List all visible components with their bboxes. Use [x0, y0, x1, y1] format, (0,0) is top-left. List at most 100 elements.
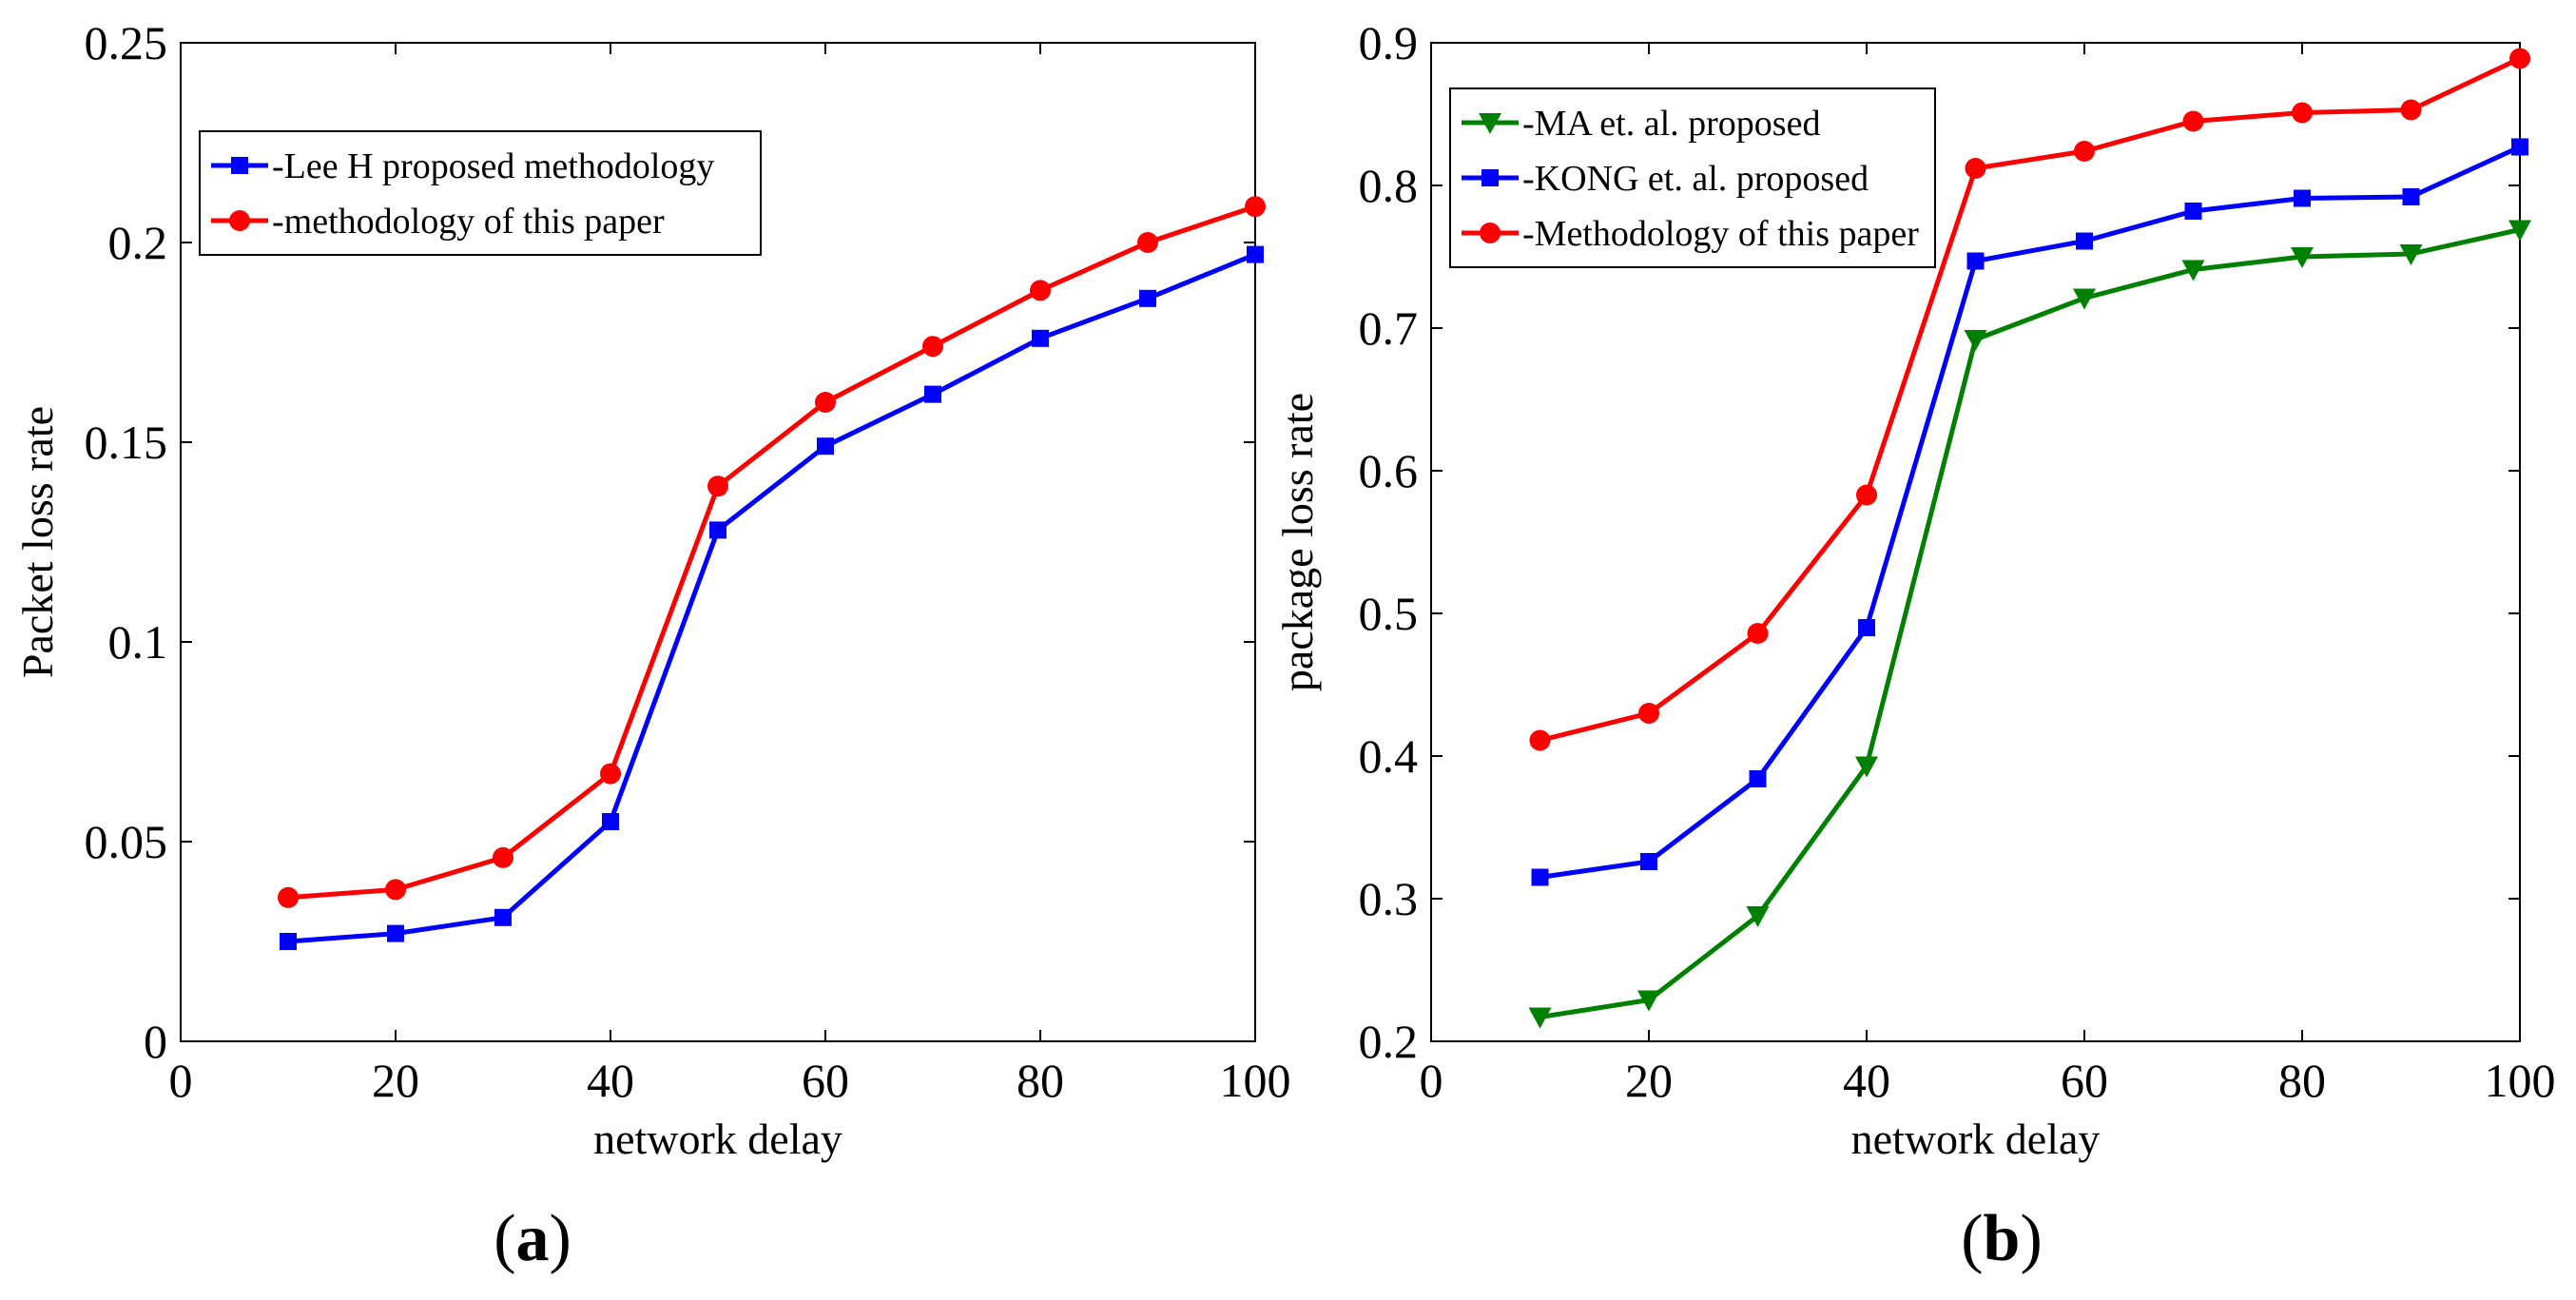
chart-b-series-3-point: [2292, 102, 2313, 124]
chart-panel-b: 0 20 40 60 80 100 0.2 0.3 0.4 0.5 0.6 0.7 0.8 0.9 netw…: [1273, 16, 2556, 1275]
chart-b-series-1-point: [2291, 247, 2314, 268]
chart-b-series-3-point: [1747, 623, 1769, 644]
chart-a-series-1: [280, 245, 1264, 950]
chart-b-series-2-point: [2402, 188, 2420, 205]
chart-b-y-tick-label: 0.9: [1359, 16, 1419, 69]
chart-b-legend-swatch-marker: [1480, 223, 1501, 243]
chart-a-legend-box: [199, 130, 762, 256]
chart-b-series-3-point: [1965, 158, 1986, 179]
chart-b-y-tick-label: 0.5: [1359, 587, 1419, 640]
chart-b-y-tick-label: 0.4: [1359, 729, 1419, 783]
chart-b-series-1-point: [1746, 906, 1770, 927]
chart-a-series-1-point: [602, 813, 619, 830]
chart-b-series-2-point: [1966, 252, 1985, 270]
chart-b-series-3-point: [2400, 99, 2422, 121]
chart-b-legend-entry: -MA et. al. proposed: [1522, 104, 1820, 144]
chart-a-y-tick-label: 0.1: [108, 615, 168, 669]
chart-a-series-1-point: [387, 924, 404, 942]
chart-b-legend-swatch-marker: [1482, 169, 1499, 186]
chart-b-series-1-point: [1528, 1007, 1552, 1029]
chart-b-series-1-point: [1855, 756, 1878, 778]
chart-b-y-axis-label: package loss rate: [1273, 393, 1322, 691]
chart-b-series-2-line: [1540, 145, 2522, 880]
chart-a-series-1-point: [280, 933, 297, 950]
chart-b-legend-swatch-marker: [1479, 113, 1501, 134]
chart-a-y-tick-label: 0.2: [108, 216, 168, 269]
chart-b-plot-frame: [1430, 42, 2521, 1042]
chart-b-series-1-point: [2073, 288, 2096, 310]
chart-a-series-2-point: [385, 879, 406, 901]
chart-a-series-2-point: [1137, 232, 1158, 253]
chart-b-series-1-point: [2399, 244, 2423, 265]
chart-b-series-2-point: [1858, 619, 1875, 636]
chart-a-x-tick-label: 100: [1220, 1054, 1291, 1107]
chart-b-series-3: [1529, 48, 2530, 751]
chart-a-y-tick-label: 0.15: [85, 416, 168, 469]
chart-b-series-3-point: [1638, 703, 1659, 724]
chart-b-series-3-point: [2182, 110, 2204, 132]
chart-b-legend-entry: -KONG et. al. proposed: [1522, 159, 1869, 199]
chart-b-series-1-point: [1964, 330, 1987, 351]
chart-b-series-1-point: [2508, 220, 2531, 242]
chart-a-y-axis-label: Packet loss rate: [13, 406, 62, 678]
chart-a-x-tick-label: 20: [372, 1054, 419, 1107]
chart-b-series-3-point: [1529, 729, 1551, 751]
chart-b-x-tick-label: 100: [2485, 1054, 2556, 1107]
chart-b-series-2-point: [2184, 203, 2202, 220]
chart-b-series-1-point: [2181, 260, 2205, 281]
chart-a-series-2-point: [1245, 196, 1266, 218]
chart-b-series-3-point: [2074, 141, 2095, 162]
chart-a-y-tick-label: 0.25: [85, 16, 168, 69]
chart-a-y-tick-label: 0: [144, 1015, 167, 1068]
chart-b-x-tick-label: 80: [2278, 1054, 2326, 1107]
chart-a-series-1-point: [1247, 245, 1264, 263]
chart-a-series-2-point: [278, 886, 299, 908]
chart-a-series-1-point: [817, 437, 834, 456]
chart-a-plot-frame: [180, 42, 1256, 1042]
chart-b-series-2-point: [2294, 189, 2311, 207]
chart-a-x-tick-label: 0: [169, 1054, 193, 1107]
chart-b-x-axis-label: network delay: [1851, 1115, 2101, 1163]
chart-b-series-3-point: [2509, 48, 2530, 69]
chart-a-legend-entry: -methodology of this paper: [272, 202, 665, 242]
chart-b-y-tick-label: 0.8: [1359, 159, 1419, 212]
chart-b-series-2: [1531, 138, 2528, 886]
chart-a-series-1-point: [1139, 289, 1156, 307]
chart-b-series-2-point: [2511, 138, 2528, 156]
chart-b-legend-box: [1449, 87, 1936, 268]
chart-b-series-2-point: [2076, 232, 2093, 250]
chart-b-y-tick-label: 0.6: [1359, 444, 1419, 497]
chart-a-x-tick-label: 80: [1017, 1054, 1064, 1107]
chart-b-panel-label: (b): [1961, 1202, 2043, 1275]
chart-a-legend-swatch-marker: [231, 157, 248, 174]
chart-a-x-tick-label: 40: [587, 1054, 634, 1107]
chart-b-y-tick-label: 0.7: [1359, 301, 1419, 355]
chart-b-series-2-point: [1749, 770, 1767, 787]
chart-b-x-tick-label: 40: [1843, 1054, 1890, 1107]
chart-b-y-tick-label: 0.2: [1359, 1015, 1419, 1068]
chart-a-legend-swatch-marker: [229, 210, 250, 231]
chart-a-y-tick-label: 0.05: [85, 815, 168, 868]
chart-b-legend-entry: -Methodology of this paper: [1522, 214, 1919, 254]
chart-b-series-2-point: [1640, 853, 1657, 870]
chart-a-series-1-line: [287, 252, 1256, 944]
chart-a-series-2-point: [815, 392, 836, 413]
chart-b-y-tick-label: 0.3: [1359, 872, 1419, 925]
chart-a-panel-label: (a): [494, 1202, 571, 1275]
chart-b-series-3-point: [1856, 484, 1877, 506]
chart-a-series-2-point: [922, 336, 943, 358]
chart-b-x-tick-label: 60: [2061, 1054, 2108, 1107]
chart-a-series-2-point: [1030, 280, 1051, 301]
chart-a-series-1-point: [1032, 329, 1049, 347]
chart-b-series-3-line: [1539, 56, 2522, 743]
chart-a-series-2-point: [707, 475, 728, 497]
chart-a-series-1-point: [709, 521, 726, 539]
chart-a-series-2-point: [493, 846, 513, 868]
chart-b-series-1-line: [1540, 227, 2521, 1019]
chart-a-legend-entry: -Lee H proposed methodology: [272, 146, 714, 186]
chart-a-series-2-point: [600, 763, 621, 785]
chart-b-x-tick-label: 20: [1625, 1054, 1673, 1107]
chart-a-x-axis-label: network delay: [593, 1115, 843, 1163]
chart-a-series-1-point: [494, 908, 512, 926]
